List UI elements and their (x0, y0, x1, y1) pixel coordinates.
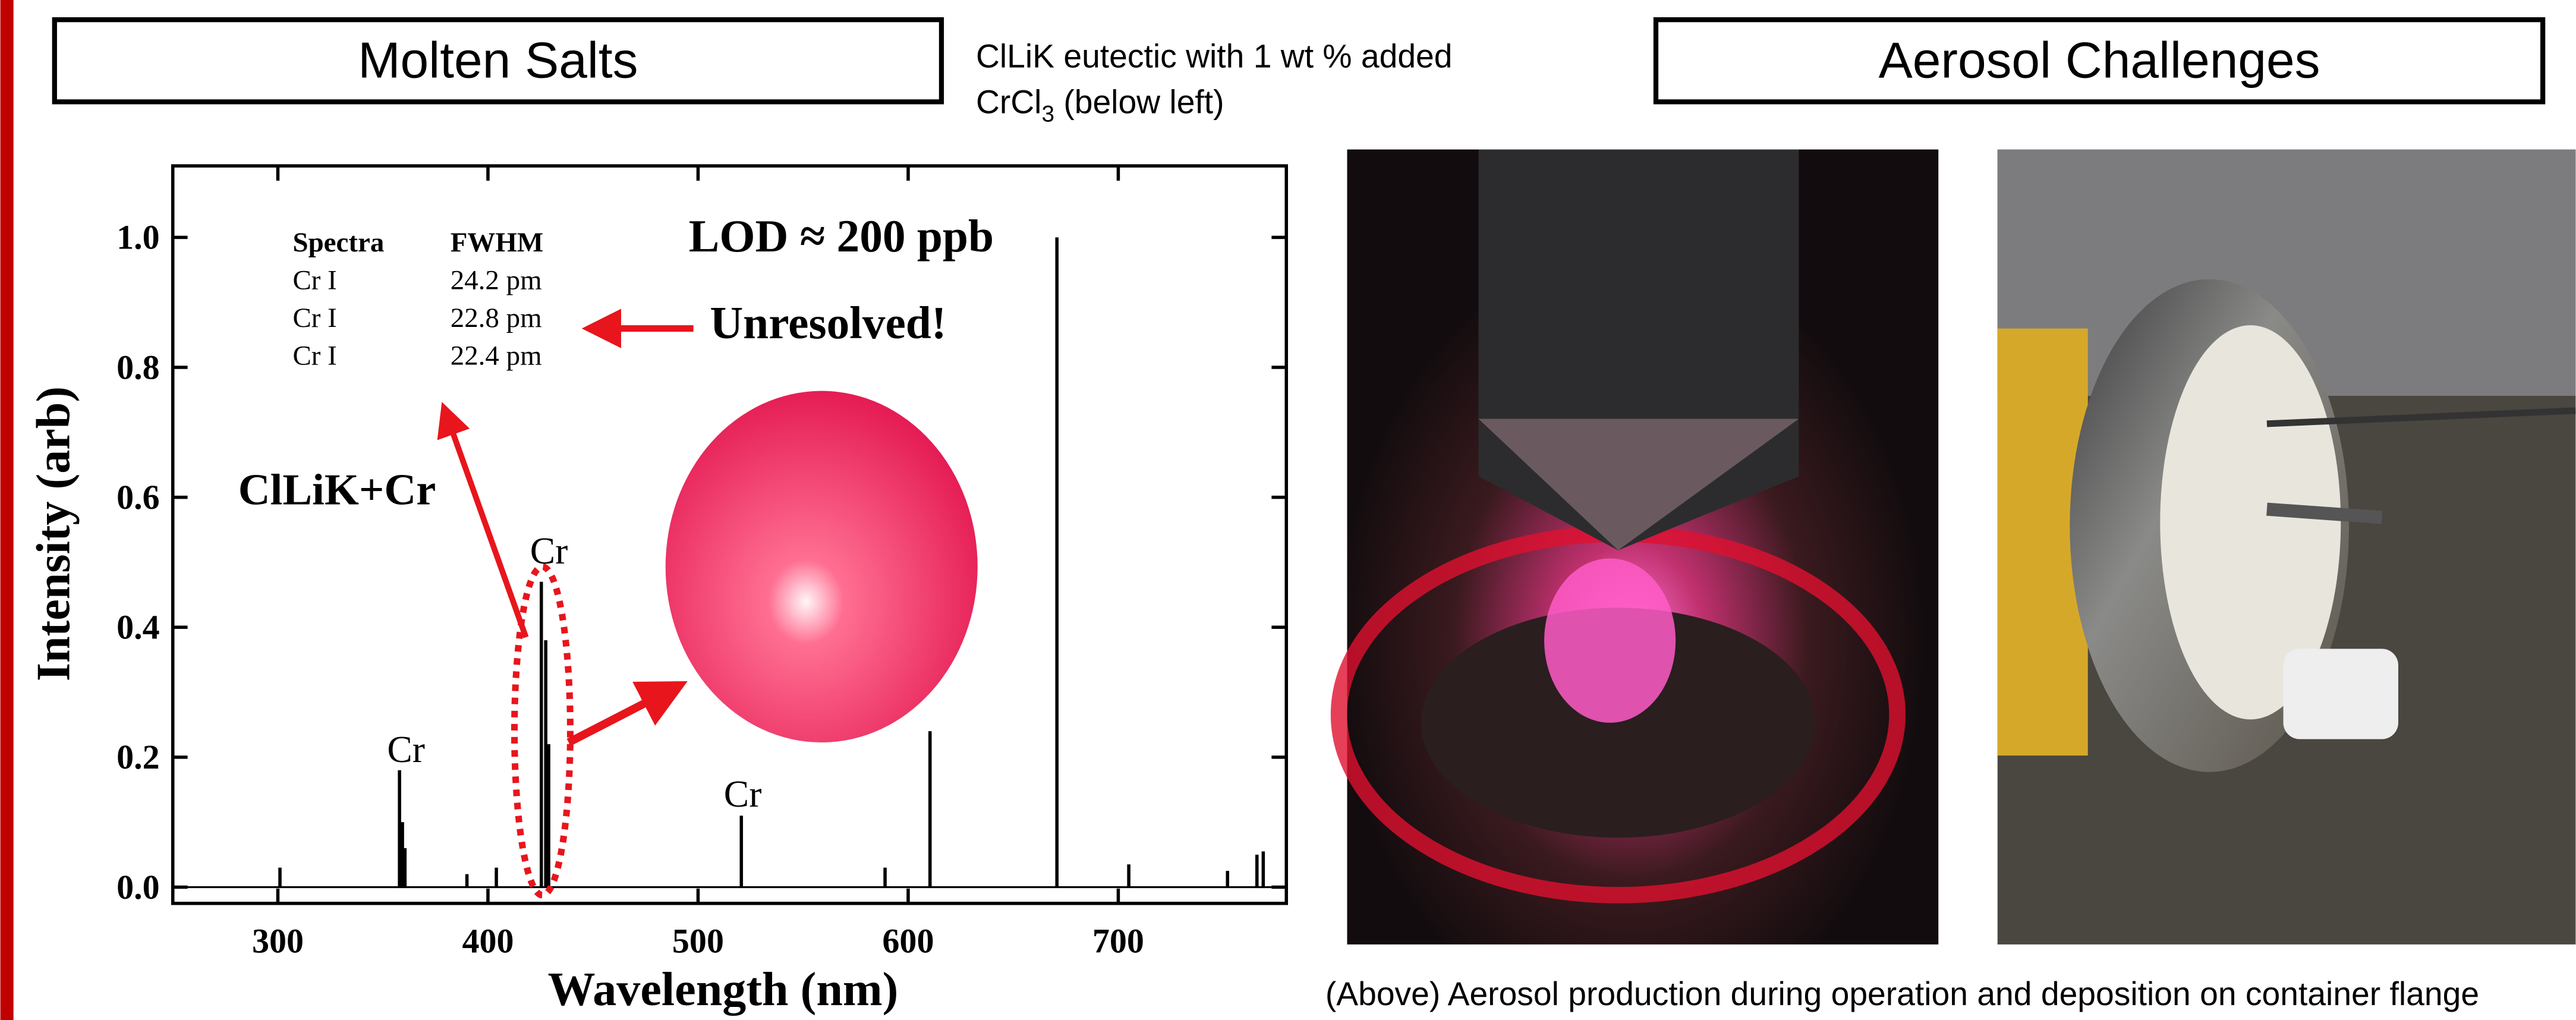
slide: Molten Salts Aerosol Challenges ClLiK eu… (0, 0, 2576, 1020)
photo-furnace (1339, 149, 1939, 944)
x-tick-label: 300 (252, 922, 304, 961)
x-tick-label: 400 (462, 922, 514, 961)
page: Molten Salts Aerosol Challenges ClLiK eu… (0, 0, 2576, 1020)
note: ClLiK eutectic with 1 wt % added (976, 37, 1453, 74)
arrow (444, 407, 526, 637)
y-tick-label: 0.4 (116, 608, 160, 647)
x-axis-label: Wavelength (nm) (548, 964, 899, 1016)
annotation: Unresolved! (710, 297, 946, 348)
table-cell: 24.2 pm (451, 265, 542, 295)
annotation: Cr (530, 530, 568, 572)
annotation: ClLiK+Cr (238, 465, 436, 514)
table-header: Spectra (292, 227, 384, 258)
x-tick-label: 600 (882, 922, 934, 961)
subscript: 3 (1041, 101, 1054, 127)
note-text: (below left) (1054, 84, 1224, 121)
note-text: CrCl (976, 84, 1041, 121)
photo-flange (1998, 149, 2576, 944)
inset-photo (666, 391, 978, 742)
x-tick-label: 500 (672, 922, 724, 961)
table-cell: Cr I (292, 303, 336, 333)
chart: 700 600 500 400 300 1.0 0.8 0.6 0.4 0.2 0.0 Wavele… (28, 166, 1287, 1016)
section-title: Molten Salts (358, 32, 638, 89)
y-tick-label: 0.0 (116, 868, 160, 906)
y-tick-label: 1.0 (116, 218, 160, 257)
accent-bar (1, 0, 14, 1020)
arrow (569, 685, 681, 742)
caption: (Above) Aerosol production during operat… (1325, 975, 2479, 1012)
annotation: Cr (387, 728, 425, 770)
table-cell: Cr I (292, 265, 336, 295)
table-cell: Cr I (292, 340, 336, 371)
table-header: FWHM (451, 227, 544, 258)
y-tick-label: 0.8 (116, 348, 160, 386)
y-axis-label: Intensity (arb) (28, 386, 80, 681)
annotation: LOD ≈ 200 ppb (689, 210, 994, 262)
annotation: Cr (724, 773, 762, 815)
x-tick-label: 700 (1092, 922, 1144, 961)
section-title: Aerosol Challenges (1879, 32, 2320, 89)
table-cell: 22.8 pm (451, 303, 542, 333)
y-tick-label: 0.6 (116, 478, 160, 517)
y-tick-label: 0.2 (116, 738, 160, 776)
note: CrCl3 (below left) (976, 84, 1224, 127)
table-cell: 22.4 pm (451, 340, 542, 371)
